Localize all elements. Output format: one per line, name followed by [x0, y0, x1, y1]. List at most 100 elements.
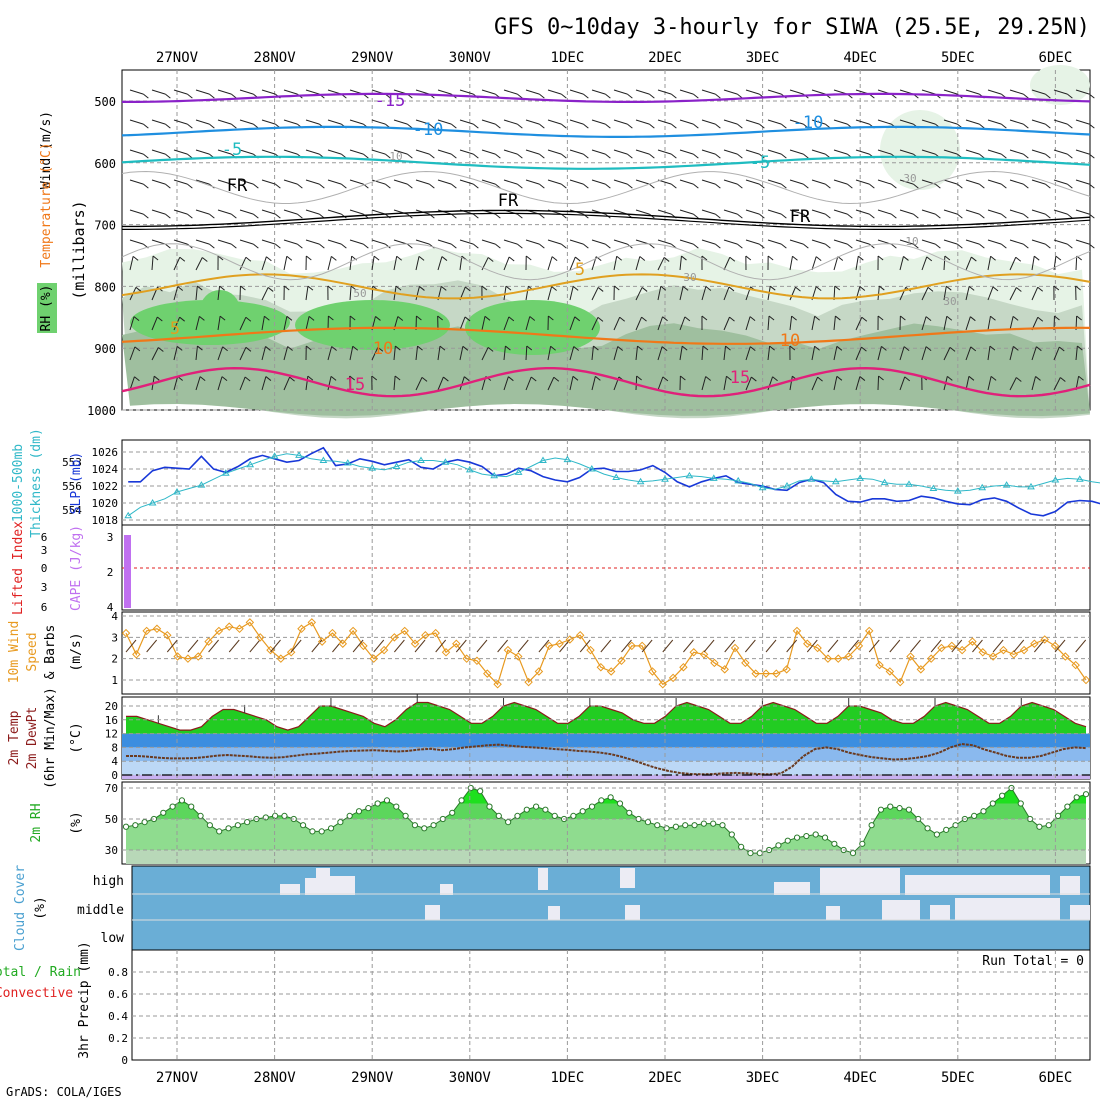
wind-barb [371, 347, 379, 361]
slp-line [128, 446, 1100, 517]
rh-marker [374, 800, 381, 807]
wind-barb [547, 149, 562, 155]
wind-barb [569, 346, 575, 361]
wind-barb-flag [583, 123, 589, 129]
wind-barb-flag [495, 213, 501, 219]
wind-barb [723, 346, 727, 361]
rh-marker [393, 803, 400, 810]
precip-frame [131, 949, 1091, 1061]
wind-barb-flag [179, 256, 186, 262]
wind-barb-flag [859, 286, 866, 291]
wind-speed-marker [751, 669, 760, 678]
surface-wind-barb [806, 639, 818, 653]
wind-barb [657, 346, 663, 361]
wind-barb [239, 239, 254, 245]
wind-barb-flag [791, 315, 797, 321]
cloud-clear-area [330, 876, 355, 895]
wind-barb [965, 316, 971, 331]
wind-barb-flag [1033, 255, 1040, 261]
wind-barb [1031, 209, 1046, 215]
surface-wind-barb [621, 639, 632, 653]
pressure-tick-label: 600 [94, 157, 116, 171]
surface-wind-barb [311, 639, 323, 653]
wind-barb [569, 179, 584, 185]
pressure-axis-label: (millibars) [70, 200, 88, 299]
wind-barb-flag [957, 183, 963, 189]
wind-speed-marker [534, 667, 544, 676]
wind-barb-flag [464, 316, 471, 322]
thickness-marker [831, 477, 840, 485]
wind-barb-flag [891, 243, 897, 249]
wind-barb-flag [957, 213, 963, 219]
wind-barb-flag [803, 243, 809, 249]
thickness-marker [124, 511, 133, 519]
wind-speed-marker [410, 639, 420, 648]
wind-barb [371, 149, 386, 155]
wind-barb-flag [231, 243, 237, 249]
wind-barb [679, 239, 694, 245]
wind-barb [657, 376, 664, 391]
wind-barb [503, 119, 518, 125]
wind-barb-flag [395, 345, 401, 351]
wind-barb [723, 209, 738, 215]
wind-speed-marker [834, 654, 843, 663]
wind-barb [151, 239, 166, 245]
cloud-clear-area [440, 884, 453, 895]
cloud-clear-area [620, 868, 635, 888]
wind-speed-marker [772, 669, 781, 678]
wind-barb-flag [661, 346, 668, 352]
rh-marker [355, 808, 363, 815]
wind-barb [965, 256, 972, 271]
cloud-level-label: low [101, 931, 125, 946]
wind-barb [305, 209, 320, 215]
wind-barb [261, 316, 265, 331]
rh-marker [598, 797, 605, 804]
contour-label: 50 [353, 287, 366, 300]
cloud-axis-label: (%) [33, 896, 48, 919]
wind-barb-flag [641, 287, 648, 292]
rh-marker [588, 803, 596, 810]
wind-barb [1053, 346, 1060, 361]
wind-barb-flag [1058, 346, 1065, 352]
wind-barb [1053, 119, 1068, 125]
wind-barb [481, 316, 486, 331]
wind-barb [217, 286, 221, 301]
thickness-marker [1075, 475, 1084, 482]
wind-barb-flag [759, 213, 765, 219]
wind-barb-flag [881, 346, 887, 351]
rh-marker [738, 843, 745, 851]
wind-barb-flag [187, 213, 193, 219]
wind-speed-marker [844, 652, 853, 661]
wind-barb-flag [737, 183, 743, 189]
wind-barb [129, 316, 135, 331]
rh-marker [924, 825, 931, 832]
bottom-date-axis: 27NOV 28NOV 29NOV 30NOV 1DEC 2DEC 3DEC 4DEC 5DEC… [156, 1070, 1072, 1086]
wind-barb-flag [429, 123, 435, 129]
wind-barb-flag [505, 285, 512, 291]
wind-barb [503, 239, 518, 245]
surface-wind-barb [827, 639, 839, 653]
rh-marker [346, 812, 353, 820]
wind-barb [811, 316, 816, 331]
wind-barb-flag [859, 376, 866, 381]
wind-barb-flag [861, 316, 868, 322]
rh-marker [859, 840, 866, 847]
wind-barb-flag [903, 346, 910, 352]
wind-barb-flag [913, 183, 919, 189]
wind-barb [833, 346, 838, 361]
wind-speed-marker [462, 654, 471, 663]
wind-barb [987, 376, 992, 391]
thickness-marker [221, 469, 230, 476]
surface-wind-barb [972, 639, 983, 653]
wind-barb-flag [196, 285, 203, 291]
wind-barb-flag [1055, 255, 1062, 261]
rh-marker [206, 822, 213, 829]
surface-wind-barb [1013, 639, 1025, 653]
thickness-marker [465, 465, 474, 473]
wind-barb-flag [1067, 153, 1073, 159]
wind-barb [1031, 89, 1046, 95]
bottom-date-label: 3DEC [746, 1070, 780, 1086]
wind-barb [371, 119, 386, 125]
wind-barb [151, 316, 158, 331]
wind-speed-marker [400, 626, 409, 636]
